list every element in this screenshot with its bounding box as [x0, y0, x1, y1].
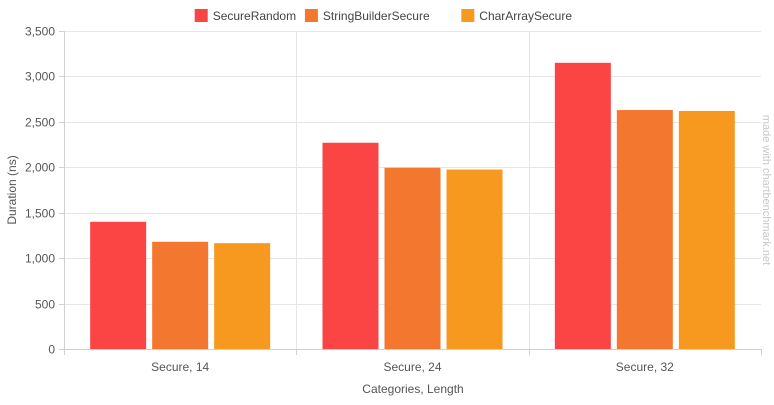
x-tick-label: Secure, 32 [616, 360, 674, 374]
legend-swatch [461, 9, 475, 22]
y-axis-ticks: 0 500 1,000 1,500 2,000 2,500 3,000 3,500 [25, 25, 64, 357]
legend-label: CharArraySecure [479, 9, 572, 23]
bar-chararraysecure[interactable] [678, 110, 735, 349]
x-tick-label: Secure, 24 [383, 360, 441, 374]
y-tick-label: 2,000 [25, 161, 55, 175]
legend-item[interactable]: CharArraySecure [461, 9, 572, 23]
bar-securerandom[interactable] [322, 142, 379, 349]
bars [90, 62, 735, 350]
bar-securerandom[interactable] [554, 62, 611, 350]
bar-chararraysecure[interactable] [214, 243, 271, 349]
x-tick-label: Secure, 14 [151, 360, 209, 374]
y-tick-label: 2,500 [25, 116, 55, 130]
watermark: made with chartbenchmark.net [760, 115, 772, 265]
y-tick-label: 500 [35, 298, 55, 312]
y-axis-title: Duration (ns) [5, 155, 19, 224]
legend-label: StringBuilderSecure [323, 9, 430, 23]
bar-stringbuildersecure[interactable] [384, 167, 441, 349]
y-tick-label: 3,500 [25, 25, 55, 39]
y-tick-label: 1,000 [25, 252, 55, 266]
legend-label: SecureRandom [213, 9, 296, 23]
y-tick-label: 0 [48, 343, 55, 357]
x-axis-title: Categories, Length [362, 382, 463, 396]
x-axis-ticks: Secure, 14 Secure, 24 Secure, 32 [64, 349, 762, 374]
bar-chararraysecure[interactable] [446, 169, 503, 349]
y-tick-label: 1,500 [25, 207, 55, 221]
bar-stringbuildersecure[interactable] [616, 110, 673, 349]
legend-swatch [194, 9, 208, 22]
bar-stringbuildersecure[interactable] [152, 241, 209, 349]
legend: SecureRandom StringBuilderSecure CharArray… [194, 9, 572, 23]
bar-securerandom[interactable] [90, 221, 147, 349]
y-tick-label: 3,000 [25, 70, 55, 84]
legend-item[interactable]: StringBuilderSecure [304, 9, 430, 23]
legend-swatch [304, 9, 318, 22]
legend-item[interactable]: SecureRandom [194, 9, 296, 23]
